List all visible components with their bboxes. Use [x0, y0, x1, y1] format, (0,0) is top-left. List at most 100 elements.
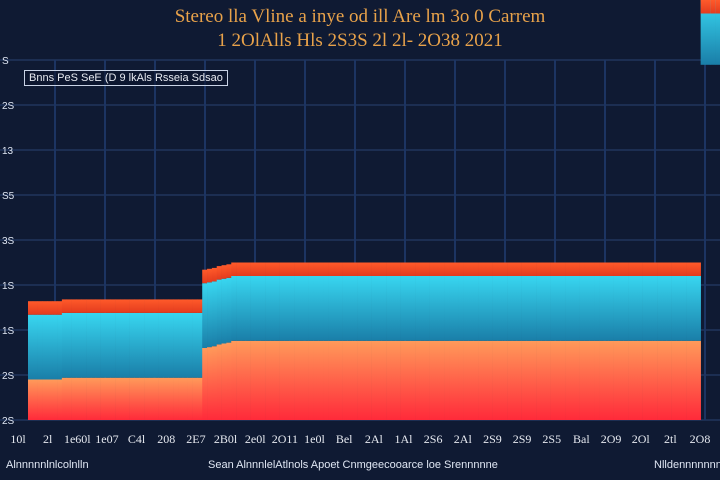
bar-middle-66 — [342, 276, 348, 341]
bar-middle-8 — [61, 312, 68, 378]
bar-top-1 — [28, 301, 34, 315]
x-tick-label: Bal — [573, 432, 590, 446]
bar-middle-26 — [148, 312, 155, 378]
bar-bottom-53 — [279, 340, 285, 420]
bar-bottom-101 — [511, 340, 518, 420]
bar-middle-109 — [550, 276, 556, 341]
bar-top-108 — [545, 262, 551, 276]
x-tick-label: 2tl — [664, 432, 677, 446]
bar-middle-103 — [521, 276, 527, 341]
bar-top-123 — [618, 262, 624, 276]
bar-middle-88 — [449, 276, 455, 341]
bar-middle-30 — [168, 312, 174, 378]
bar-middle-73 — [376, 276, 382, 341]
bar-bottom-90 — [458, 340, 464, 420]
bar-top-63 — [328, 262, 334, 276]
bar-bottom-67 — [347, 340, 353, 420]
bar-bottom-111 — [560, 340, 566, 420]
bar-bottom-89 — [453, 340, 459, 420]
bar-top-60 — [313, 262, 319, 276]
bar-top-44 — [236, 262, 242, 276]
bar-top-6 — [52, 301, 58, 315]
bar-bottom-74 — [381, 340, 387, 420]
bar-top-81 — [415, 262, 421, 276]
bar-bottom-2 — [32, 379, 38, 420]
bar-top-131 — [657, 262, 663, 276]
bar-bottom-79 — [405, 340, 411, 420]
bar-top-28 — [158, 299, 164, 313]
bar-bottom-10 — [71, 377, 77, 420]
bar-top-49 — [260, 262, 266, 276]
bar-middle-54 — [284, 276, 290, 341]
bar-bottom-17 — [105, 377, 111, 420]
bar-bottom-52 — [274, 340, 280, 420]
y-tick-label: 2S — [2, 416, 15, 427]
x-tick-label: Bel — [336, 432, 353, 446]
bar-bottom-39 — [211, 346, 218, 420]
bar-middle-132 — [661, 276, 668, 341]
bar-middle-74 — [381, 276, 387, 341]
x-tick-label: 2E7 — [186, 432, 205, 446]
bar-top-122 — [613, 262, 619, 276]
bar-middle-135 — [676, 276, 682, 341]
bar-bottom-20 — [119, 377, 126, 420]
bar-top-135 — [676, 262, 682, 276]
bar-bottom-9 — [66, 377, 72, 420]
bar-top-113 — [569, 262, 576, 276]
bar-middle-98 — [497, 276, 503, 341]
footer-right-text: Nlldennnnnnn — [654, 459, 720, 471]
bar-top-41 — [221, 265, 227, 279]
bar-bottom-27 — [153, 377, 159, 420]
bar-bottom-37 — [202, 348, 208, 420]
bar-bottom-28 — [158, 377, 164, 420]
bar-bottom-59 — [308, 340, 314, 420]
bar-top-138 — [690, 262, 697, 276]
bar-bottom-47 — [250, 340, 256, 420]
bar-middle-28 — [158, 312, 164, 378]
bar-bottom-35 — [192, 377, 198, 420]
bar-middle-90 — [458, 276, 464, 341]
bar-bottom-13 — [86, 377, 92, 420]
bar-top-69 — [357, 262, 363, 276]
bar-bottom-112 — [565, 340, 571, 420]
bar-top-90 — [458, 262, 464, 276]
bar-bottom-139 — [695, 340, 701, 420]
bar-middle-143 — [715, 0, 720, 65]
bar-middle-58 — [303, 276, 309, 341]
bar-bottom-45 — [240, 340, 247, 420]
bar-bottom-25 — [144, 377, 150, 420]
chart-title: Stereo lla Vline a inye od ill Are lm 3o… — [174, 6, 546, 27]
x-tick-label: 2B0l — [214, 432, 238, 446]
bar-bottom-42 — [226, 342, 232, 420]
bar-top-97 — [492, 262, 498, 276]
bar-top-116 — [584, 262, 590, 276]
bar-middle-2 — [32, 314, 38, 380]
bar-middle-13 — [86, 312, 92, 378]
bar-bottom-64 — [332, 340, 339, 420]
x-tick-label: 2Al — [365, 432, 384, 446]
bar-top-86 — [439, 262, 445, 276]
bar-bottom-117 — [589, 340, 595, 420]
chart-subtitle: 1 2OlAlls Hls 2S3S 2l 2l- 2O38 2021 — [217, 30, 503, 51]
bar-bottom-1 — [28, 379, 34, 420]
bar-middle-56 — [294, 276, 300, 341]
y-tick-label: 2S — [2, 101, 15, 112]
bar-top-75 — [386, 262, 392, 276]
bar-middle-22 — [129, 312, 135, 378]
bar-middle-80 — [410, 276, 416, 341]
bar-middle-118 — [594, 276, 600, 341]
bar-bottom-65 — [337, 340, 343, 420]
bar-middle-131 — [657, 276, 663, 341]
bar-top-117 — [589, 262, 595, 276]
bar-bottom-78 — [400, 340, 406, 420]
bar-bottom-5 — [47, 379, 53, 420]
bar-middle-72 — [371, 276, 377, 341]
bar-top-26 — [148, 299, 155, 313]
bar-bottom-14 — [90, 377, 97, 420]
bar-top-50 — [265, 262, 271, 276]
bar-middle-84 — [429, 276, 435, 341]
bar-bottom-127 — [637, 340, 643, 420]
bar-bottom-68 — [352, 340, 358, 420]
y-tick-label: 1S — [2, 281, 15, 292]
bar-middle-82 — [419, 276, 426, 341]
